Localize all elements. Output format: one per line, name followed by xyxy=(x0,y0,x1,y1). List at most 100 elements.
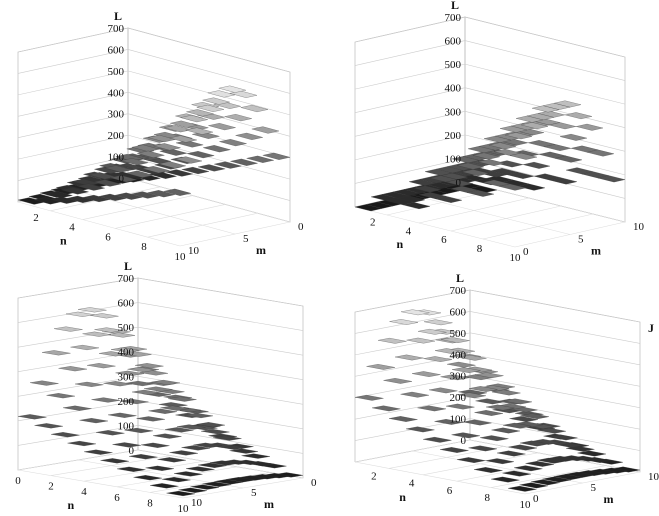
grid-walls xyxy=(354,16,626,248)
z-tick-label: 700 xyxy=(118,273,135,285)
surface-cell xyxy=(417,328,447,335)
surface-cell xyxy=(89,313,119,319)
surface-cell xyxy=(472,152,501,160)
surface-cell xyxy=(477,159,506,166)
z-grid-line xyxy=(469,353,641,387)
z-grid-line xyxy=(354,396,471,420)
surface-cell xyxy=(502,470,532,477)
surface-cell xyxy=(250,474,280,480)
x-tick-label: 6 xyxy=(447,485,453,497)
surface-cell xyxy=(238,475,268,481)
surface-cell xyxy=(112,442,142,448)
surface-cell xyxy=(127,367,157,373)
z-grid-line xyxy=(127,49,291,94)
surface-cell xyxy=(577,450,607,457)
surface-cell xyxy=(274,472,304,478)
x-tick-label: 10 xyxy=(175,251,187,263)
y-tick-label: 10 xyxy=(633,221,645,233)
surface-cell xyxy=(531,105,560,113)
surface-cell xyxy=(354,394,384,401)
z-grid-line xyxy=(354,332,471,356)
surface-cell xyxy=(67,440,97,447)
surface-cell xyxy=(445,179,474,187)
surface-cell xyxy=(586,149,615,157)
surface-cell xyxy=(98,193,127,201)
surface-cell xyxy=(520,122,549,130)
z-tick-label: 300 xyxy=(445,106,462,118)
z-tick-label: 500 xyxy=(108,66,125,78)
surface-cell xyxy=(408,179,437,186)
z-tick-label: 200 xyxy=(445,130,462,142)
surface-cell xyxy=(457,354,487,361)
z-grid-line xyxy=(17,134,129,160)
surface-cell xyxy=(262,152,291,160)
z-grid-line xyxy=(354,134,466,161)
z-grid-line xyxy=(354,158,466,184)
surface-cell xyxy=(122,351,152,357)
surface-cell xyxy=(519,482,549,489)
surface-cell xyxy=(417,405,447,412)
z-grid-line xyxy=(469,332,641,366)
surface-cell xyxy=(153,143,181,151)
surface-cell xyxy=(185,127,214,135)
z-tick-label: 400 xyxy=(108,87,125,99)
surface-cell xyxy=(106,332,136,338)
surface-cell xyxy=(166,490,196,497)
surface-cell xyxy=(200,429,230,435)
z-axis-label: L xyxy=(456,271,464,285)
surface-cell xyxy=(128,454,158,460)
surface-cell xyxy=(262,473,292,479)
surface-cell xyxy=(163,188,192,196)
surface-cell xyxy=(136,416,166,422)
surface-cell xyxy=(126,170,154,178)
surface-cell xyxy=(371,405,401,412)
surface-cell xyxy=(490,476,520,483)
surface-cell xyxy=(196,104,225,112)
surface-cell xyxy=(61,187,89,195)
z-tick-label: 0 xyxy=(461,435,467,447)
surface-cell xyxy=(519,440,549,447)
surface-cell xyxy=(178,487,208,493)
z-tick-label: 400 xyxy=(118,347,135,359)
secondary-axis-label: J xyxy=(648,321,654,335)
y-tick-label: 0 xyxy=(533,493,539,505)
x-axis-label: n xyxy=(60,233,67,247)
surface-cell xyxy=(41,350,71,356)
surface-cell xyxy=(134,363,164,369)
x-tick-label: 10 xyxy=(178,503,190,515)
z-tick-label: 100 xyxy=(118,420,135,432)
surface-cell xyxy=(94,327,124,333)
surface-cell xyxy=(83,449,113,455)
surface-cell xyxy=(434,196,463,203)
surface-cell xyxy=(115,192,143,200)
surface-cell xyxy=(169,135,197,143)
surface-cell xyxy=(174,156,203,164)
surface-cell xyxy=(91,397,121,403)
surface-cell xyxy=(496,450,526,457)
surface-cell xyxy=(224,114,252,122)
surface-cell xyxy=(473,467,503,473)
surface-cell xyxy=(151,379,181,386)
z-tick-label: 0 xyxy=(129,445,135,457)
surface-cell xyxy=(383,378,413,384)
surface-cell xyxy=(434,419,464,425)
z-tick-label: 200 xyxy=(118,396,135,408)
surface-cell xyxy=(451,432,481,439)
surface-cell xyxy=(86,363,116,369)
surface-cell xyxy=(34,423,64,429)
surface-cell xyxy=(457,392,487,399)
surface-cell xyxy=(158,161,186,169)
surface-mesh xyxy=(17,85,291,205)
surface-cell xyxy=(120,158,149,166)
surface-cell xyxy=(133,475,163,481)
surface-mesh xyxy=(17,307,304,497)
surface-cell xyxy=(509,152,538,160)
z-grid-line xyxy=(354,16,466,43)
z-tick-label: 200 xyxy=(450,392,467,404)
floor-grid-line xyxy=(409,194,571,235)
z-grid-line xyxy=(464,40,626,81)
surface-cell xyxy=(229,448,259,454)
surface-cell xyxy=(65,311,95,317)
